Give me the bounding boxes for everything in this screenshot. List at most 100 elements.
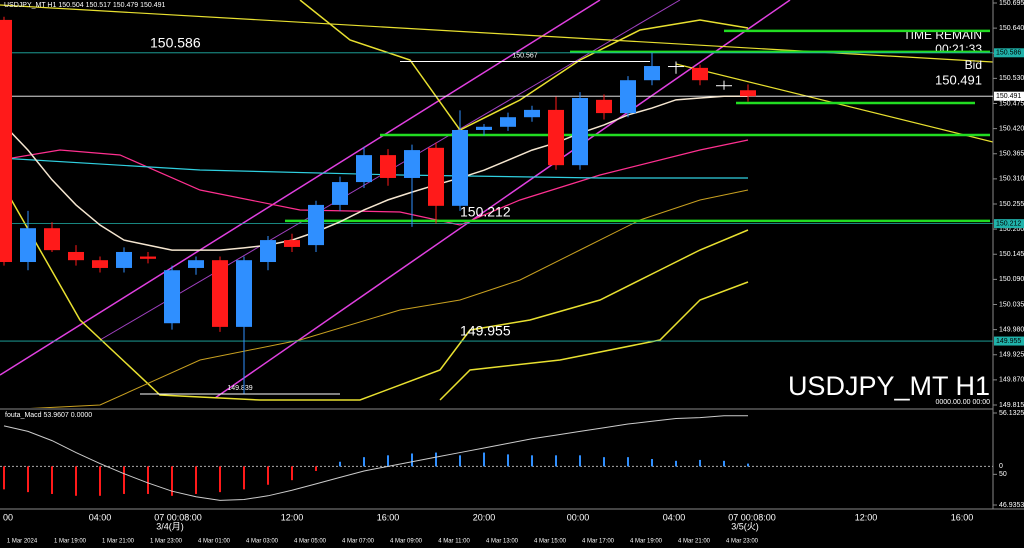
macd-y2-tick-label: 50 xyxy=(999,471,1007,478)
candle-body xyxy=(236,260,252,327)
x-tick-label: 07 00:08:00 xyxy=(728,512,776,522)
y-tick-label: 150.365 xyxy=(999,151,1024,158)
time-label: 4 Mar 09:00 xyxy=(390,539,423,545)
ma-line xyxy=(0,157,748,179)
day-label: 3/4(月) xyxy=(156,521,184,531)
x-tick-label: 16:00 xyxy=(951,512,974,522)
time-label: 4 Mar 07:00 xyxy=(342,539,375,545)
x-tick-label: 16:00 xyxy=(377,512,400,522)
marker-label: 149.839 xyxy=(227,385,252,392)
time-label: 4 Mar 15:00 xyxy=(534,539,567,545)
macd-bar xyxy=(699,459,701,467)
candle-body xyxy=(212,260,228,327)
price-label: 150.491 xyxy=(996,93,1021,100)
candle-body xyxy=(428,147,444,206)
x-tick-label: 12:00 xyxy=(855,512,878,522)
macd-bar xyxy=(27,466,29,493)
price-label-box xyxy=(994,219,1024,229)
y-tick-label: 149.980 xyxy=(999,326,1024,333)
time-label: 4 Mar 11:00 xyxy=(438,539,470,545)
x-tick-label: 04:00 xyxy=(663,512,686,522)
ma-line xyxy=(3,95,748,251)
candle-body xyxy=(20,228,36,263)
macd-bar xyxy=(171,466,173,496)
day-label: 3/5(火) xyxy=(731,521,759,531)
channel-line xyxy=(0,0,601,376)
macd-bar xyxy=(603,457,605,467)
candle-body xyxy=(620,80,636,114)
macd-bar xyxy=(627,457,629,467)
candle-body xyxy=(500,117,516,127)
y-tick-label: 149.925 xyxy=(999,352,1024,359)
close: 150.491 xyxy=(140,2,165,9)
time-label: 4 Mar 01:00 xyxy=(198,539,231,545)
time-label: 1 Mar 23:00 xyxy=(150,539,183,545)
macd-title: fouta_Macd 53.9607 0.0000 xyxy=(5,412,92,419)
y-tick-label: 150.200 xyxy=(999,226,1024,233)
macd-bar xyxy=(579,455,581,467)
macd-bar xyxy=(675,460,677,467)
macd-bar xyxy=(339,461,341,467)
x-tick-label: 07 00:08:00 xyxy=(154,512,202,522)
time-label: 4 Mar 23:00 xyxy=(726,539,759,545)
candle-body xyxy=(44,228,60,251)
bid: 150.491 xyxy=(935,72,982,87)
y-tick-label: 150.530 xyxy=(999,75,1024,82)
candle-body xyxy=(140,256,156,259)
price-annotation: 150.586 xyxy=(150,35,201,51)
candle-body xyxy=(596,99,612,114)
band-line xyxy=(0,179,749,401)
price-panel: 150.586 150.212 149.955 150.567 149.839 xyxy=(0,16,993,395)
macd-bar xyxy=(747,463,749,467)
y-tick-label: 150.090 xyxy=(999,276,1024,283)
y-tick-label: 149.870 xyxy=(999,377,1024,384)
time-label: 4 Mar 21:00 xyxy=(678,539,711,545)
macd-bar xyxy=(75,466,77,496)
x-tick-label: 20:00 xyxy=(473,512,496,522)
candle-body xyxy=(188,260,204,268)
time-label: 4 Mar 05:00 xyxy=(294,539,327,545)
y-tick-label: 150.145 xyxy=(999,251,1024,258)
candle-body xyxy=(692,67,708,81)
macd-tick-label: 0 xyxy=(999,463,1003,470)
price-label-box xyxy=(994,48,1024,58)
macd-y2-tick-label: 46.9353 xyxy=(999,502,1024,509)
marker-label: 150.567 xyxy=(512,52,537,59)
price-label: 149.955 xyxy=(996,338,1021,345)
time-remain: 00:21:33 xyxy=(935,42,982,56)
high: 150.517 xyxy=(86,2,111,9)
header: USDJPY_MT H1 150.504 150.517 150.479 150… xyxy=(4,2,166,9)
time-label: 1 Mar 2024 xyxy=(7,539,38,545)
macd-bar xyxy=(123,466,125,494)
y-tick-label: 149.815 xyxy=(999,402,1024,409)
macd-bar xyxy=(51,466,53,494)
low: 150.479 xyxy=(113,2,138,9)
time-label: 4 Mar 03:00 xyxy=(246,539,279,545)
macd-bar xyxy=(195,466,197,494)
band-line xyxy=(29,189,749,408)
time-label: 1 Mar 21:00 xyxy=(102,539,135,545)
macd-bar xyxy=(3,466,5,490)
price-label-box xyxy=(994,91,1024,101)
x-tick-label: 00:00 xyxy=(567,512,590,522)
time-label: 4 Mar 19:00 xyxy=(630,539,663,545)
candle-body xyxy=(284,240,300,247)
candle-body xyxy=(332,182,348,205)
candle-body xyxy=(164,270,180,324)
macd-y2-tick-label: 56.1325 xyxy=(999,410,1024,417)
macd-bar xyxy=(555,455,557,467)
price-label-box xyxy=(994,336,1024,346)
x-tick-label: 12:00 xyxy=(281,512,304,522)
candle-body xyxy=(260,240,276,263)
symbol: USDJPY_MT H1 xyxy=(4,2,56,9)
candle-body xyxy=(452,129,468,206)
candle-body xyxy=(0,19,12,263)
band-line xyxy=(439,281,749,401)
price-annotation: 149.955 xyxy=(460,323,511,339)
x-tick-label: 04:00 xyxy=(89,512,112,522)
macd-bar xyxy=(651,459,653,467)
macd-bar xyxy=(243,466,245,490)
candle-body xyxy=(116,251,132,268)
candle-body xyxy=(716,85,732,87)
candle-body xyxy=(740,90,756,97)
